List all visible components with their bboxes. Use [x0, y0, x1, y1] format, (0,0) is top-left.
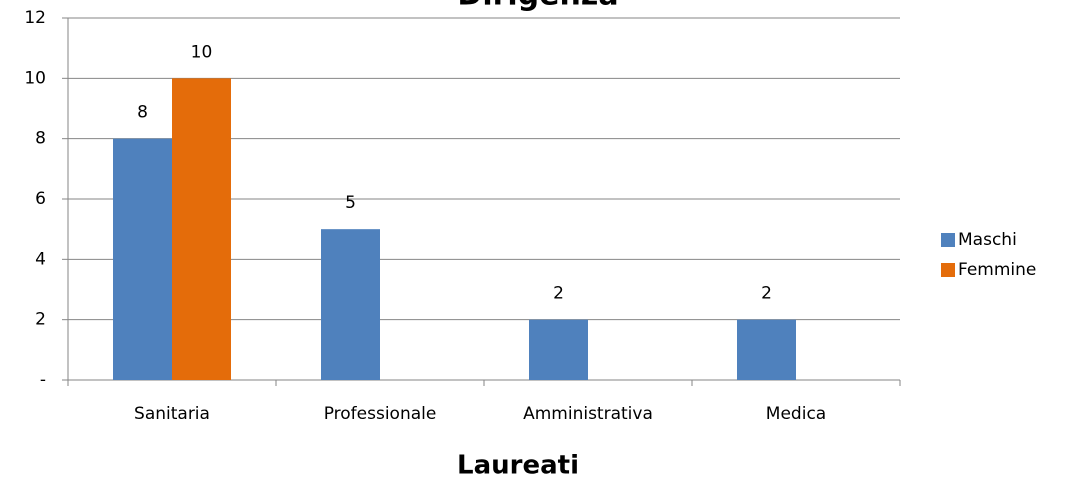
- x-tick-label: Amministrativa: [523, 404, 653, 424]
- y-tick-label: 2: [35, 310, 46, 330]
- y-tick-label: 12: [24, 8, 46, 28]
- x-tick-label: Medica: [766, 404, 826, 424]
- legend-swatch: [941, 263, 955, 277]
- x-tick-label: Sanitaria: [134, 404, 210, 424]
- legend-label: Maschi: [958, 230, 1017, 250]
- bar: [113, 138, 172, 380]
- legend-swatch: [941, 233, 955, 247]
- y-tick-label: 4: [35, 249, 46, 269]
- y-tick-label: 6: [35, 189, 46, 209]
- chart-title: Dirigenza: [457, 0, 618, 13]
- bar: [529, 319, 588, 380]
- legend-label: Femmine: [958, 260, 1036, 280]
- y-tick-label: 10: [24, 68, 46, 88]
- data-label: 8: [137, 103, 148, 123]
- y-tick-label: -: [40, 370, 46, 390]
- bar: [737, 319, 796, 380]
- bar: [172, 78, 231, 380]
- data-label: 5: [345, 193, 356, 213]
- y-tick-label: 8: [35, 129, 46, 149]
- bar: [321, 229, 380, 380]
- data-label: 2: [761, 284, 772, 304]
- data-label: 10: [191, 42, 213, 62]
- x-tick-label: Professionale: [324, 404, 437, 424]
- x-axis-label: Laureati: [457, 451, 579, 479]
- data-label: 2: [553, 284, 564, 304]
